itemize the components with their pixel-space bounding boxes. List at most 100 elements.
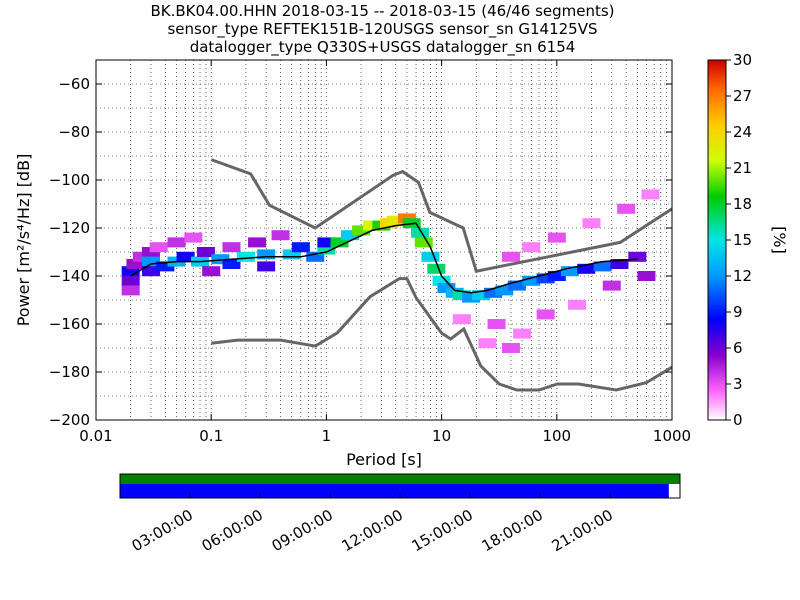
x-tick-label: 1000 <box>653 427 691 445</box>
ppsd-cell <box>577 263 596 274</box>
ppsd-cell <box>547 232 566 243</box>
ppsd-cell <box>317 237 336 248</box>
ppsd-cell <box>257 261 276 272</box>
colorbar-tick-label: 12 <box>733 267 752 285</box>
ppsd-cell <box>121 266 140 277</box>
chart-subtitle-datalogger: datalogger_type Q330S+USGS datalogger_sn… <box>189 38 576 56</box>
ppsd-cell <box>257 249 276 260</box>
ppsd-cell <box>560 266 579 277</box>
axes: 0.01 0.1 1 10 100 1000 −60 −80 −100 −120 −140 −160 −… <box>49 60 691 445</box>
ppsd-cell <box>202 266 221 277</box>
ppsd-cell <box>352 225 371 236</box>
y-tick-label: −120 <box>49 219 90 237</box>
ppsd-cell <box>487 319 506 329</box>
ppsd-cell <box>306 251 325 262</box>
ppsd-cell <box>236 251 255 262</box>
ppsd-cell <box>414 237 433 248</box>
colorbar <box>707 59 727 421</box>
ppsd-cell <box>617 203 636 214</box>
ppsd-cell <box>121 285 140 296</box>
colorbar-label: [%] <box>770 226 789 254</box>
ppsd-cell <box>421 251 440 262</box>
ppsd-cell <box>291 242 310 253</box>
ppsd-cell <box>641 189 660 200</box>
chart-subtitle-sensor: sensor_type REFTEK151B-120USGS sensor_sn… <box>167 20 598 38</box>
y-tick-label: −180 <box>49 363 90 381</box>
ppsd-cell <box>637 271 656 281</box>
ppsd-cell <box>582 218 601 229</box>
ppsd-cell <box>522 242 541 253</box>
colorbar-tick-label: 24 <box>733 123 752 141</box>
ppsd-cell <box>330 237 349 248</box>
ppsd-cell <box>507 280 526 291</box>
ppsd-cell <box>472 290 491 301</box>
ppsd-cell <box>593 261 612 272</box>
timeline-tick-label: 15:00:00 <box>409 506 476 555</box>
ppsd-cell <box>495 285 514 296</box>
ppsd-cell <box>184 232 203 243</box>
x-tick-label: 0.01 <box>79 427 112 445</box>
colorbar-tick-label: 3 <box>733 375 743 393</box>
colorbar-tick-label: 21 <box>733 159 752 177</box>
ppsd-cell <box>610 259 629 269</box>
ppsd-cell <box>501 251 520 262</box>
ppsd-cell <box>282 249 301 260</box>
plot-frame <box>95 59 673 421</box>
ppsd-cell <box>628 251 647 262</box>
y-tick-label: −80 <box>58 123 90 141</box>
y-tick-label: −200 <box>49 411 90 429</box>
nlnm-curve <box>211 277 672 392</box>
ppsd-cell <box>452 314 471 325</box>
x-tick-label: 1 <box>322 427 332 445</box>
ppsd-cell <box>196 247 215 257</box>
timeline-coverage: 03:00:00 06:00:00 09:00:00 12:00:00 15:00:00… <box>119 473 681 555</box>
ppsd-cell <box>536 309 555 320</box>
ppsd-cell <box>547 271 566 281</box>
colorbar-tick-label: 9 <box>733 303 743 321</box>
colorbar-tick-label: 6 <box>733 339 743 357</box>
ppsd-cell <box>317 244 336 255</box>
ppsd-cell <box>141 256 160 267</box>
nhnm-curve <box>210 158 672 273</box>
ppsd-cell <box>411 227 430 238</box>
colorbar-tick-label: 0 <box>733 411 743 429</box>
ppsd-cell <box>248 237 267 248</box>
mean-curve <box>130 222 638 294</box>
x-tick-label: 10 <box>432 427 451 445</box>
ppsd-cell <box>536 273 555 284</box>
ppsd-cell <box>222 242 241 253</box>
ppsd-cell <box>432 275 451 286</box>
ppsd-cell <box>602 280 621 291</box>
ppsd-cell <box>121 275 140 286</box>
ppsd-cell <box>271 230 290 241</box>
ppsd-cell <box>141 266 160 277</box>
ppsd-cell <box>568 299 587 310</box>
timeline-tick-label: 06:00:00 <box>199 506 266 555</box>
y-tick-label: −140 <box>49 267 90 285</box>
ppsd-cell <box>478 338 497 349</box>
timeline-tick-label: 09:00:00 <box>269 506 336 555</box>
ppsd-cell <box>513 328 532 339</box>
ppsd-cell <box>156 261 175 272</box>
ppsd-cell <box>176 251 195 262</box>
chart-title: BK.BK04.00.HHN 2018-03-15 -- 2018-03-15 … <box>150 2 615 20</box>
colorbar-tick-label: 18 <box>733 195 752 213</box>
x-tick-label: 0.1 <box>199 427 223 445</box>
y-tick-label: −60 <box>58 75 90 93</box>
colorbar-tick-label: 27 <box>733 87 752 105</box>
ppsd-cell <box>501 343 520 353</box>
ppsd-cell <box>340 230 359 241</box>
timeline-coverage-bar <box>120 484 669 498</box>
ppsd-cells <box>121 189 660 353</box>
timeline-tick-label: 18:00:00 <box>479 506 546 555</box>
ppsd-cell <box>126 259 145 269</box>
colorbar-tick-label: 15 <box>733 231 752 249</box>
ppsd-cell <box>452 290 471 301</box>
x-tick-label: 100 <box>542 427 571 445</box>
x-axis-label: Period [s] <box>346 450 422 469</box>
timeline-tick-label: 21:00:00 <box>549 506 616 555</box>
ppsd-cell <box>386 215 405 226</box>
colorbar-tick-label: 30 <box>733 51 752 69</box>
ppsd-cell <box>427 263 446 274</box>
